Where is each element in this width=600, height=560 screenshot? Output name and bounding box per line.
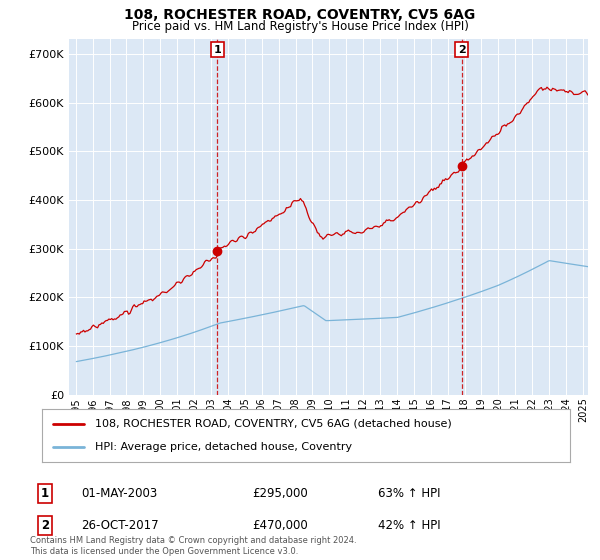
Text: 108, ROCHESTER ROAD, COVENTRY, CV5 6AG: 108, ROCHESTER ROAD, COVENTRY, CV5 6AG	[124, 8, 476, 22]
Text: HPI: Average price, detached house, Coventry: HPI: Average price, detached house, Cove…	[95, 442, 352, 452]
Text: 2: 2	[41, 519, 49, 532]
Text: 2: 2	[458, 45, 466, 54]
Text: 26-OCT-2017: 26-OCT-2017	[81, 519, 158, 532]
Text: 108, ROCHESTER ROAD, COVENTRY, CV5 6AG (detached house): 108, ROCHESTER ROAD, COVENTRY, CV5 6AG (…	[95, 419, 452, 429]
Text: £295,000: £295,000	[252, 487, 308, 501]
Text: Price paid vs. HM Land Registry's House Price Index (HPI): Price paid vs. HM Land Registry's House …	[131, 20, 469, 33]
Text: 42% ↑ HPI: 42% ↑ HPI	[378, 519, 440, 532]
Text: 1: 1	[41, 487, 49, 501]
Text: 1: 1	[214, 45, 221, 54]
Text: 63% ↑ HPI: 63% ↑ HPI	[378, 487, 440, 501]
Text: 01-MAY-2003: 01-MAY-2003	[81, 487, 157, 501]
Text: Contains HM Land Registry data © Crown copyright and database right 2024.
This d: Contains HM Land Registry data © Crown c…	[30, 536, 356, 556]
Text: £470,000: £470,000	[252, 519, 308, 532]
